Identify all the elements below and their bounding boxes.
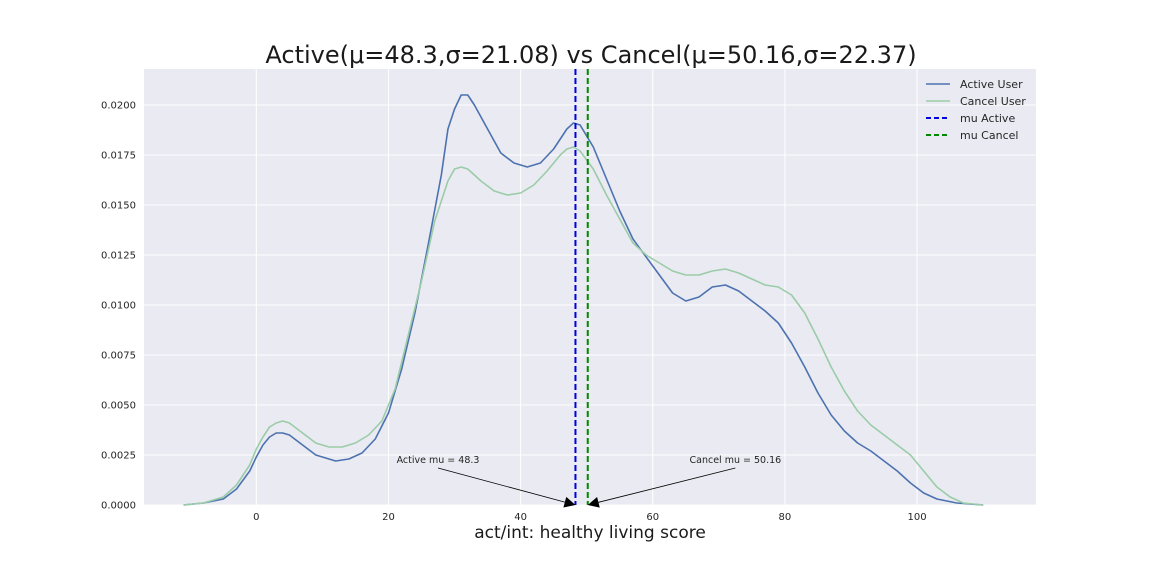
y-tick-label: 0.0000 <box>101 501 136 512</box>
x-tick-label: 100 <box>908 512 927 523</box>
annotation-text: Cancel mu = 50.16 <box>690 455 782 466</box>
x-tick-label: 80 <box>779 512 792 523</box>
annotation-layer: Active mu = 48.3 Cancel mu = 50.16 <box>397 455 782 508</box>
legend-label-active-user: Active User <box>960 78 1023 91</box>
x-tick-label: 0 <box>253 512 259 523</box>
y-tick-label: 0.0075 <box>101 351 136 362</box>
x-axis-label: act/int: healthy living score <box>474 523 706 543</box>
y-tick-label: 0.0175 <box>101 151 136 162</box>
annotation-arrowhead <box>563 496 576 508</box>
y-tick-label: 0.0025 <box>101 451 136 462</box>
active-user-curve <box>183 94 984 506</box>
series-layer <box>183 69 984 506</box>
legend-label-mu-active: mu Active <box>960 112 1015 125</box>
x-tick-label: 20 <box>382 512 395 523</box>
y-tick-label: 0.0100 <box>101 301 136 312</box>
cancel-user-curve <box>183 146 984 506</box>
x-axis-ticks: 0 20 40 60 80 100 <box>253 512 926 523</box>
x-tick-label: 40 <box>514 512 527 523</box>
y-tick-label: 0.0125 <box>101 251 136 262</box>
y-tick-label: 0.0150 <box>101 201 136 212</box>
annotation-text: Active mu = 48.3 <box>397 455 480 466</box>
legend-label-cancel-user: Cancel User <box>960 95 1026 108</box>
legend: Active User Cancel User mu Active mu Cancel <box>926 78 1026 142</box>
y-axis-ticks: 0.0000 0.0025 0.0050 0.0075 0.0100 0.0125 0.01… <box>101 101 136 512</box>
x-tick-label: 60 <box>646 512 659 523</box>
plot-area <box>144 69 1036 505</box>
gridlines <box>144 69 1036 506</box>
annotation-arrow <box>437 467 565 503</box>
y-tick-label: 0.0050 <box>101 401 136 412</box>
y-tick-label: 0.0200 <box>101 101 136 112</box>
annotation-arrowhead <box>587 496 600 508</box>
chart-title: Active(μ=48.3,σ=21.08) vs Cancel(μ=50.16… <box>265 41 916 69</box>
legend-label-mu-cancel: mu Cancel <box>960 129 1018 142</box>
annotation-arrow <box>598 467 736 503</box>
